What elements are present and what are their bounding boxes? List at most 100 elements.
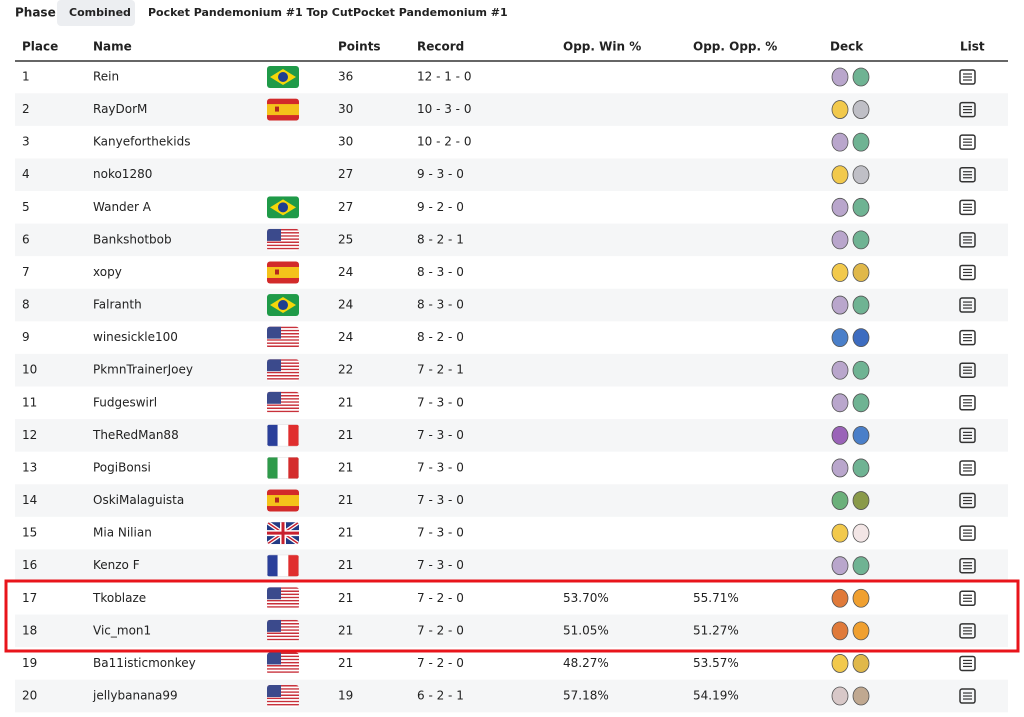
cell: 22 <box>338 363 353 377</box>
flag-part <box>267 654 299 656</box>
flag-part <box>267 699 299 701</box>
flag-part <box>267 672 299 675</box>
flag-part <box>267 691 299 693</box>
flag-part <box>267 686 299 689</box>
flag-part <box>267 379 299 382</box>
cell: 51.05% <box>563 623 609 637</box>
tab[interactable]: Pocket Pandemonium #1 <box>353 6 508 19</box>
cell: 12 <box>22 428 37 442</box>
cell: 6 - 2 - 1 <box>417 689 464 703</box>
flag-part <box>267 638 299 641</box>
flag-part <box>267 246 299 248</box>
cell: Vic_mon1 <box>93 623 151 637</box>
flag-part <box>267 331 299 333</box>
flag-part <box>267 373 299 375</box>
list-icon[interactable] <box>959 199 976 216</box>
flag-part <box>267 329 299 332</box>
list-icon[interactable] <box>959 69 976 85</box>
flag-part <box>267 365 299 368</box>
cell: Wander A <box>93 200 152 214</box>
list-icon[interactable] <box>959 492 976 509</box>
table-row: 3 Kanyeforthekids 30 10 - 2 - 0 <box>22 132 976 152</box>
list-icon[interactable] <box>959 655 976 672</box>
list-icon[interactable] <box>959 460 976 476</box>
deck-icon <box>852 165 870 185</box>
cell: 11 <box>22 395 37 409</box>
flag-part <box>267 627 299 630</box>
deck-icon <box>852 556 870 576</box>
tab[interactable]: Pocket Pandemonium #1 Top Cut <box>148 6 353 19</box>
cell: 21 <box>338 623 353 637</box>
deck-icon <box>831 230 849 250</box>
flag-part <box>267 621 299 624</box>
flag-part <box>267 590 299 592</box>
list-icon[interactable] <box>959 166 976 183</box>
cell: 21 <box>338 591 353 605</box>
deck-icon <box>831 556 849 576</box>
flag-part <box>267 694 299 697</box>
list-icon[interactable] <box>959 362 976 378</box>
cell: 10 <box>22 363 37 377</box>
cell: 25 <box>338 232 353 246</box>
flag-part <box>267 396 299 399</box>
rows: 1 Rein 36 12 - 1 - 0 2 RayDorM 30 10 - 3 - 0 3 Ka… <box>15 66 1008 713</box>
deck-icon <box>831 132 849 152</box>
list-icon[interactable] <box>959 134 976 150</box>
list-icon[interactable] <box>959 232 976 248</box>
cell: 19 <box>22 656 37 670</box>
flag-part <box>267 692 299 695</box>
flag-part <box>267 370 299 372</box>
flag-part <box>267 606 299 608</box>
flag-part <box>267 629 299 631</box>
list-icon[interactable] <box>959 264 976 281</box>
deck-icon <box>831 165 849 185</box>
flag-part <box>267 593 299 596</box>
table-row: 13 PogiBonsi 21 7 - 3 - 0 <box>22 456 976 479</box>
list-icon[interactable] <box>959 557 976 574</box>
cell: 24 <box>338 265 353 279</box>
cell: 17 <box>22 591 37 605</box>
list-icon[interactable] <box>959 688 976 704</box>
list-icon[interactable] <box>959 101 976 118</box>
tab[interactable]: Combined <box>69 6 131 19</box>
flag-part <box>267 360 299 363</box>
cell: 53.70% <box>563 591 609 605</box>
cell: Falranth <box>93 298 142 312</box>
cell: 19 <box>338 689 353 703</box>
cell: Mia Nilian <box>93 526 152 540</box>
list-icon[interactable] <box>959 525 976 541</box>
cell: 53.57% <box>693 656 739 670</box>
flag-part <box>267 402 299 405</box>
flag-part <box>267 405 299 408</box>
list-icon[interactable] <box>959 297 976 313</box>
column-header: Opp. Win % <box>563 40 641 54</box>
deck-icon <box>831 393 849 413</box>
flag-part <box>267 635 299 638</box>
cell: 48.27% <box>563 656 609 670</box>
list-icon[interactable] <box>959 329 976 346</box>
flag <box>267 196 299 219</box>
cell: jellybanana99 <box>92 689 178 703</box>
cell: 24 <box>338 298 353 312</box>
cell: 5 <box>22 200 30 214</box>
column-header: Record <box>417 40 464 54</box>
cell: 4 <box>22 167 30 181</box>
list-icon[interactable] <box>959 427 976 444</box>
flag-part <box>267 602 299 605</box>
tabs-label: Phase <box>15 6 56 20</box>
cell: 8 - 2 - 0 <box>417 330 464 344</box>
deck-icon <box>852 230 870 250</box>
flag-part <box>267 705 299 708</box>
cell: 7 - 2 - 0 <box>417 591 464 605</box>
list-icon[interactable] <box>959 623 976 639</box>
flag <box>267 587 299 610</box>
deck-icon <box>852 621 870 641</box>
list-icon[interactable] <box>959 590 976 607</box>
deck-icon <box>852 67 870 87</box>
list-icon[interactable] <box>959 395 976 411</box>
deck-icon <box>852 425 870 445</box>
deck-icon <box>852 654 870 673</box>
deck-icon <box>852 360 870 380</box>
flag-part <box>267 668 299 670</box>
deck-icon <box>852 328 870 348</box>
